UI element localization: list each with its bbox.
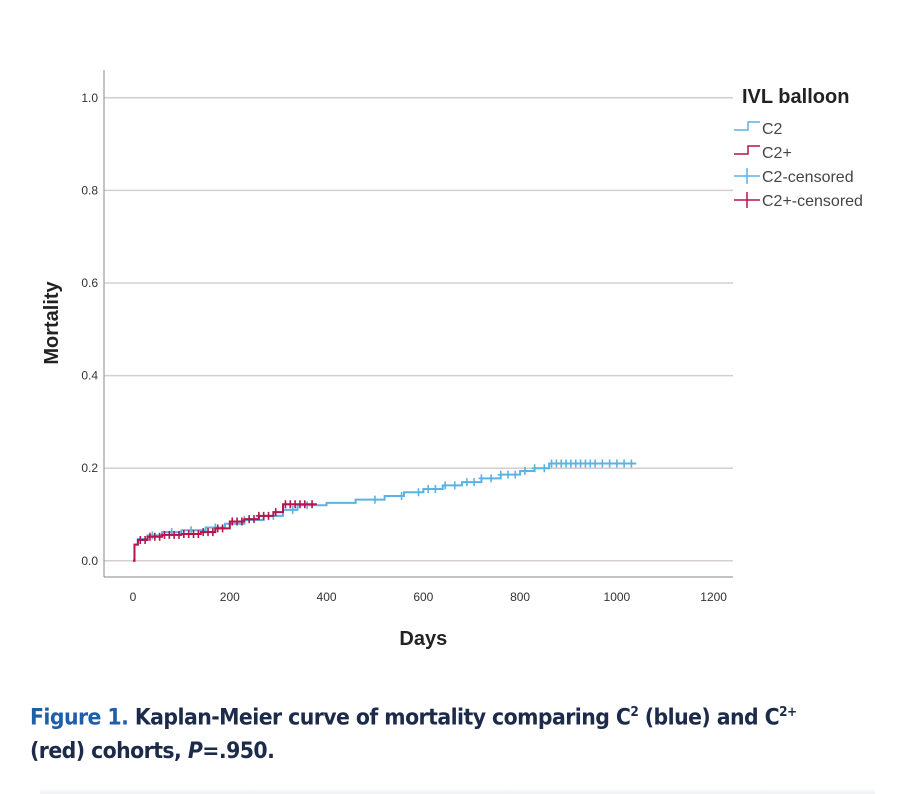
censor-mark-C2+	[195, 529, 202, 538]
legend-step-icon	[734, 121, 760, 131]
censor-mark-C2+	[301, 500, 308, 509]
x-tick-label: 1200	[700, 590, 727, 604]
legend-censor-icon	[734, 192, 760, 208]
legend-entry-label: C2+-censored	[762, 193, 863, 210]
kaplan-meier-chart: 0.0 0.2 0.4 0.6 0.8 1.0 0 200 400 600 800 1000 1200 D…	[41, 70, 863, 650]
censor-mark-C2	[442, 481, 449, 490]
censor-mark-C2	[398, 491, 405, 500]
series-line-C2+	[133, 503, 317, 562]
y-axis-label: Mortality	[41, 280, 63, 364]
figure-caption: Figure 1. Kaplan-Meier curve of mortalit…	[30, 705, 797, 765]
censor-mark-C2	[621, 459, 628, 468]
y-tick-label: 0.6	[81, 276, 98, 290]
censor-mark-C2+	[250, 515, 257, 524]
x-tick-label: 400	[317, 590, 337, 604]
censor-mark-C2	[606, 459, 613, 468]
legend-entry-label: C2	[762, 121, 783, 138]
censor-mark-C2	[463, 478, 470, 487]
censor-mark-C2	[488, 474, 495, 483]
censor-mark-C2	[505, 470, 512, 479]
y-tick-label: 0.8	[81, 183, 98, 197]
censor-mark-C2	[497, 470, 504, 479]
censor-mark-C2	[512, 470, 519, 479]
legend-step-icon	[734, 145, 760, 155]
legend-title: IVL balloon	[742, 86, 849, 108]
x-tick-label: 600	[413, 590, 433, 604]
x-tick-label: 1000	[604, 590, 631, 604]
censor-mark-C2+	[156, 532, 163, 541]
y-tick-label: 1.0	[81, 91, 98, 105]
censor-mark-C2	[613, 459, 620, 468]
y-tick-label: 0.4	[81, 369, 98, 383]
censor-mark-C2	[478, 474, 485, 483]
censor-mark-C2	[432, 485, 439, 494]
x-tick-label: 200	[220, 590, 240, 604]
censor-mark-C2	[599, 459, 606, 468]
censor-mark-C2+	[175, 530, 182, 539]
y-tick-label: 0.0	[81, 554, 98, 568]
censor-mark-C2	[628, 459, 635, 468]
censor-mark-C2	[289, 505, 296, 514]
censor-mark-C2+	[272, 508, 279, 517]
legend-entry-label: C2-censored	[762, 169, 854, 186]
censor-mark-C2	[521, 466, 528, 475]
censor-mark-C2	[451, 481, 458, 490]
censor-mark-C2	[415, 488, 422, 497]
censor-mark-C2+	[209, 528, 216, 537]
y-tick-label: 0.2	[81, 461, 98, 475]
censor-mark-C2	[425, 485, 432, 494]
censor-mark-C2	[371, 495, 378, 504]
censor-mark-C2+	[142, 535, 149, 544]
censor-mark-C2+	[309, 500, 316, 509]
censor-mark-C2	[541, 464, 548, 473]
x-axis-label: Days	[399, 628, 447, 650]
censor-mark-C2+	[238, 517, 245, 526]
censor-mark-C2	[531, 464, 538, 473]
legend-entry-label: C2+	[762, 145, 792, 162]
censor-mark-C2+	[219, 524, 226, 533]
censor-mark-C2	[471, 478, 478, 487]
censor-mark-C2+	[265, 511, 272, 520]
figure-label: Figure 1.	[30, 705, 129, 731]
censor-mark-C2	[592, 459, 599, 468]
bottom-shade	[40, 788, 875, 794]
x-tick-label: 800	[510, 590, 530, 604]
x-tick-label: 0	[130, 590, 137, 604]
series-line-C2	[133, 462, 637, 562]
legend-censor-icon	[734, 168, 760, 184]
